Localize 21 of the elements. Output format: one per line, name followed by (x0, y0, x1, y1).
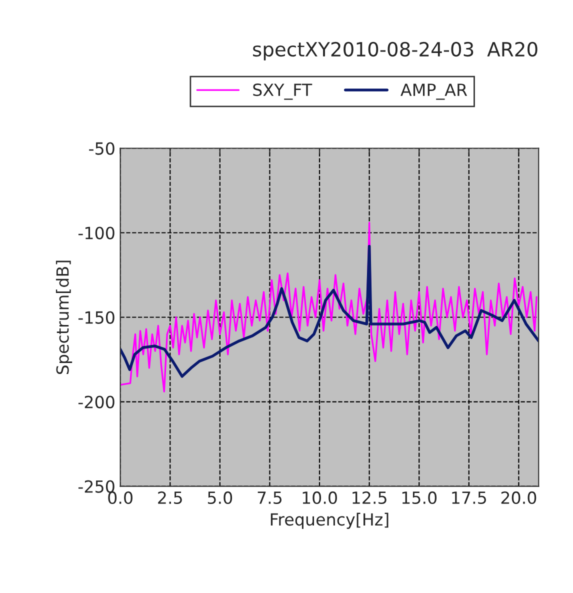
y-tick-label: -50 (89, 142, 114, 155)
x-tick-label: 10.0 (302, 491, 337, 504)
legend-label: AMP_AR (400, 84, 468, 100)
x-tick-label: 2.5 (158, 491, 182, 504)
line-series (120, 222, 538, 392)
y-axis-title: Spectrum[dB] (56, 260, 72, 374)
x-tick-label: 12.5 (352, 491, 386, 504)
x-tick-label: 20.0 (501, 491, 536, 504)
x-tick-label: 17.5 (452, 492, 486, 504)
line-series (120, 244, 539, 378)
y-tick-label: -100 (78, 226, 114, 240)
x-tick-label: 5.0 (208, 491, 232, 504)
y-tick-label: -150 (78, 311, 114, 324)
chart-title: spectXY2010-08-24-03 AR20 (253, 42, 538, 60)
y-tick-label: -250 (78, 480, 114, 493)
x-tick-label: 7.5 (258, 492, 282, 504)
y-tick-label: -200 (78, 396, 114, 408)
x-tick-label: 0.0 (108, 491, 132, 504)
x-tick-label: 15.0 (402, 491, 437, 504)
legend-label: SXY_FT (253, 83, 312, 100)
x-axis-title: Frequency[Hz] (270, 512, 388, 529)
